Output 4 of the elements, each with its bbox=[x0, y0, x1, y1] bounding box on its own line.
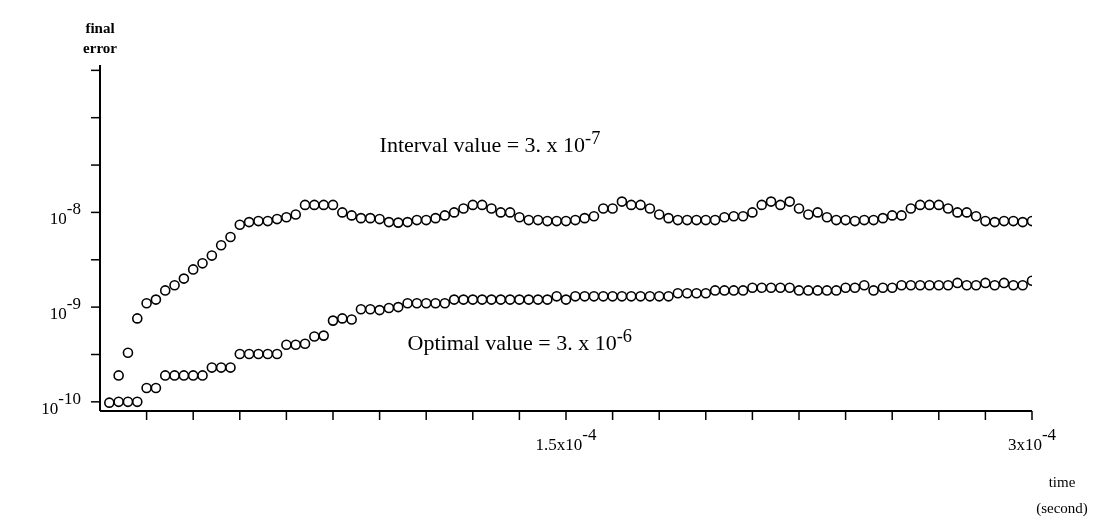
y-axis-title: final error bbox=[82, 19, 118, 58]
series-label: Optimal value = 3. x 10$^{-6}$ bbox=[407, 326, 632, 357]
x-axis-title: time (second) bbox=[1035, 473, 1089, 518]
text: Interval value = 3. x 10$^{-7}$ bbox=[379, 128, 601, 159]
